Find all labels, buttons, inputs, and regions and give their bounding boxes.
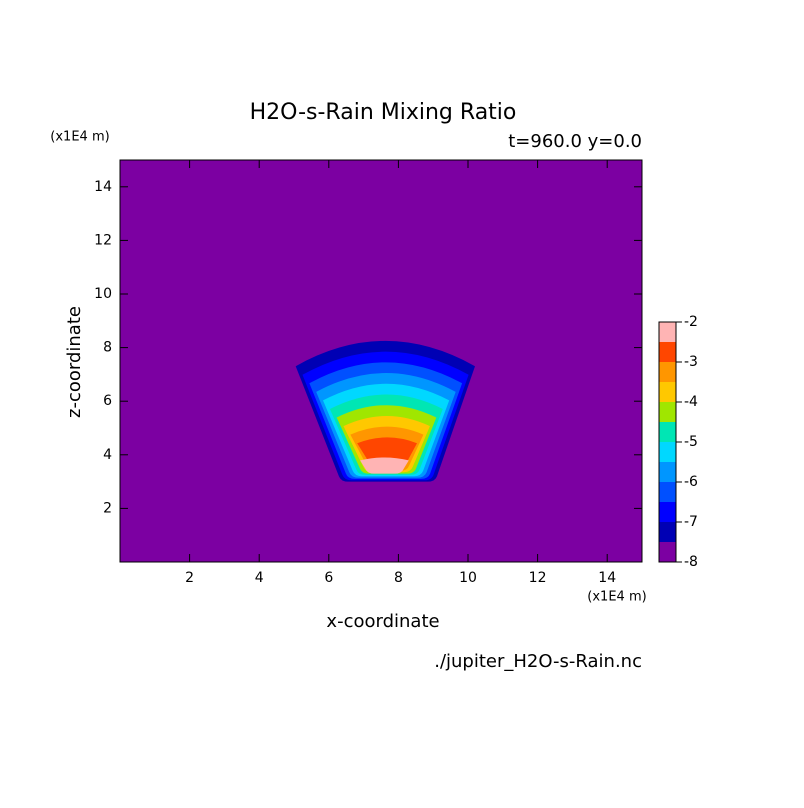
- colorbar-tick-label: -5: [684, 434, 698, 450]
- colorbar-band: [659, 322, 676, 342]
- colorbar-tick-label: -6: [684, 474, 698, 490]
- colorbar-band: [659, 442, 676, 462]
- plot-frame: [119, 159, 643, 563]
- colorbar-band: [659, 422, 676, 442]
- x-tick-label: 14: [598, 570, 616, 586]
- x-unit: (x1E4 m): [587, 590, 646, 605]
- y-tick-label: 12: [94, 232, 112, 248]
- x-tick-label: 12: [529, 570, 547, 586]
- colorbar-band: [659, 462, 676, 482]
- chart-title: H2O-s-Rain Mixing Ratio: [250, 100, 517, 125]
- y-tick-label: 2: [103, 500, 112, 516]
- y-tick-label: 10: [94, 286, 112, 302]
- y-tick-label: 14: [94, 179, 112, 195]
- colorbar-band: [659, 542, 676, 562]
- plot-area: [120, 160, 642, 562]
- x-tick-label: 8: [394, 570, 403, 586]
- y-unit: (x1E4 m): [50, 130, 109, 145]
- colorbar-band: [659, 482, 676, 502]
- x-tick-label: 2: [185, 570, 194, 586]
- colorbar-band: [659, 342, 676, 362]
- x-axis-label: x-coordinate: [326, 611, 439, 632]
- y-tick-label: 6: [103, 393, 112, 409]
- source-file: ./jupiter_H2O-s-Rain.nc: [434, 651, 642, 672]
- colorbar-tick-label: -8: [684, 554, 698, 570]
- y-tick-label: 8: [103, 340, 112, 356]
- y-tick-label: 4: [103, 447, 112, 463]
- colorbar-band: [659, 502, 676, 522]
- colorbar-band: [659, 382, 676, 402]
- x-tick-label: 6: [324, 570, 333, 586]
- chart-subtitle: t=960.0 y=0.0: [508, 131, 642, 152]
- colorbar-tick-label: -2: [684, 314, 698, 330]
- colorbar-band: [659, 362, 676, 382]
- x-tick-label: 4: [255, 570, 264, 586]
- colorbar-band: [659, 402, 676, 422]
- colorbar-tick-label: -3: [684, 354, 698, 370]
- x-tick-label: 10: [459, 570, 477, 586]
- y-axis-label: z-coordinate: [64, 306, 85, 418]
- colorbar-band: [659, 522, 676, 542]
- contour-region: [360, 457, 409, 474]
- colorbar-tick-label: -4: [684, 394, 698, 410]
- colorbar-tick-label: -7: [684, 514, 698, 530]
